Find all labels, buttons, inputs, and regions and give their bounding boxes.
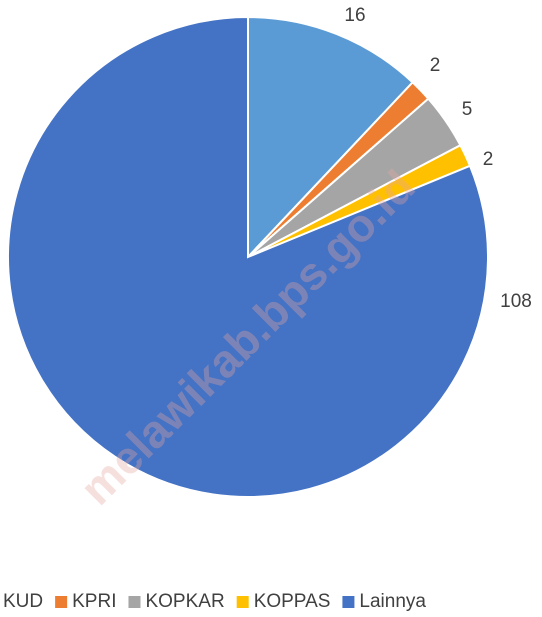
data-label: 16 <box>344 5 365 26</box>
legend-marker <box>236 596 249 608</box>
pie-slice <box>7 15 489 498</box>
data-label: 2 <box>430 55 441 76</box>
data-label: 108 <box>500 291 532 312</box>
legend-marker <box>342 596 355 608</box>
legend-label: Lainnya <box>359 591 426 612</box>
legend-marker <box>128 596 141 608</box>
legend-label: KPRI <box>72 591 116 612</box>
data-label: 5 <box>462 99 473 120</box>
legend: KUD KPRI KOPKAR KOPPAS Lainnya <box>3 591 426 612</box>
legend-label: KOPKAR <box>145 591 224 612</box>
legend-label: KOPPAS <box>254 591 331 612</box>
legend-label: KUD <box>3 591 43 612</box>
pie-slice <box>247 15 415 260</box>
legend-marker <box>55 596 68 608</box>
pie <box>7 15 489 498</box>
data-label: 2 <box>483 149 494 170</box>
